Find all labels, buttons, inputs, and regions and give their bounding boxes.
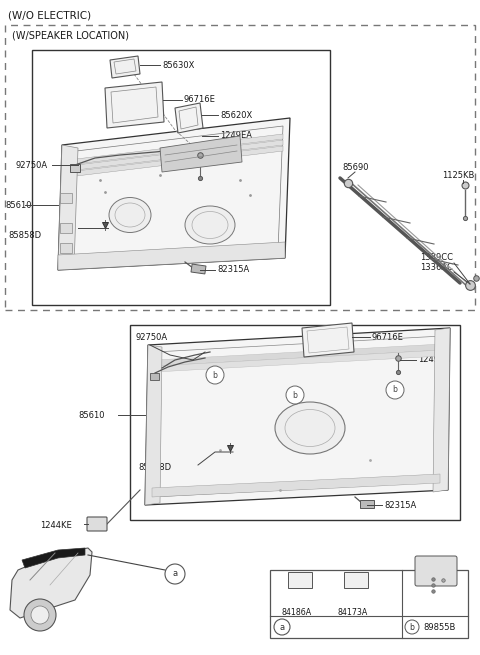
- Text: a: a: [172, 569, 178, 578]
- Text: 85610: 85610: [78, 411, 105, 419]
- Text: 96716E: 96716E: [372, 333, 404, 341]
- Polygon shape: [58, 118, 290, 270]
- Polygon shape: [302, 323, 354, 357]
- Circle shape: [405, 620, 419, 634]
- Text: b: b: [393, 386, 397, 394]
- Text: 85630X: 85630X: [162, 60, 194, 69]
- Bar: [32, 50, 330, 305]
- Text: 1339CC: 1339CC: [420, 253, 453, 263]
- Polygon shape: [433, 328, 450, 492]
- Text: 84173A: 84173A: [338, 608, 368, 617]
- Polygon shape: [155, 344, 442, 366]
- Bar: [191, 264, 206, 274]
- Bar: [150, 373, 159, 380]
- Polygon shape: [152, 474, 440, 497]
- Bar: [288, 572, 312, 588]
- Text: 82315A: 82315A: [217, 265, 249, 274]
- Polygon shape: [68, 134, 283, 165]
- Text: 1244KE: 1244KE: [40, 521, 72, 529]
- Polygon shape: [145, 345, 162, 505]
- Polygon shape: [10, 548, 92, 618]
- Text: 85858D: 85858D: [138, 464, 171, 472]
- Ellipse shape: [185, 206, 235, 244]
- Text: (W/O ELECTRIC): (W/O ELECTRIC): [8, 10, 91, 20]
- Polygon shape: [175, 103, 203, 133]
- Text: 84186A: 84186A: [282, 608, 312, 617]
- Text: 82315A: 82315A: [384, 500, 416, 510]
- Bar: [60, 193, 72, 203]
- Text: 96716E: 96716E: [184, 96, 216, 105]
- Text: 92750A: 92750A: [15, 160, 47, 170]
- Text: 1336AC: 1336AC: [420, 263, 453, 272]
- Text: 92750A: 92750A: [135, 333, 167, 343]
- Text: b: b: [213, 371, 217, 379]
- Polygon shape: [155, 350, 442, 372]
- Circle shape: [286, 386, 304, 404]
- Text: 1249EA: 1249EA: [418, 356, 450, 364]
- Circle shape: [31, 606, 49, 624]
- Bar: [270, 570, 468, 638]
- Text: (W/SPEAKER LOCATION): (W/SPEAKER LOCATION): [12, 30, 129, 40]
- Polygon shape: [58, 242, 285, 270]
- Ellipse shape: [109, 198, 151, 233]
- Polygon shape: [105, 82, 164, 128]
- Circle shape: [206, 366, 224, 384]
- Polygon shape: [58, 145, 78, 270]
- Text: 85610: 85610: [5, 200, 32, 210]
- Text: 85690: 85690: [342, 164, 369, 172]
- Text: 1125KB: 1125KB: [442, 170, 474, 179]
- Polygon shape: [110, 56, 140, 78]
- Circle shape: [274, 619, 290, 635]
- Polygon shape: [22, 548, 85, 568]
- FancyBboxPatch shape: [360, 500, 374, 508]
- Text: b: b: [293, 390, 298, 400]
- Text: 85858D: 85858D: [8, 231, 41, 240]
- Text: 89855B: 89855B: [423, 622, 456, 631]
- Bar: [5, 25, 475, 310]
- Bar: [130, 325, 460, 520]
- Ellipse shape: [275, 402, 345, 454]
- Circle shape: [165, 564, 185, 584]
- Bar: [60, 223, 72, 233]
- Text: a: a: [279, 622, 285, 631]
- FancyBboxPatch shape: [87, 517, 107, 531]
- Circle shape: [386, 381, 404, 399]
- Polygon shape: [145, 328, 450, 505]
- Bar: [344, 572, 368, 588]
- Bar: [60, 243, 72, 253]
- Bar: [70, 164, 80, 172]
- Polygon shape: [68, 140, 283, 171]
- FancyBboxPatch shape: [415, 556, 457, 586]
- Polygon shape: [160, 136, 242, 172]
- Text: 85620X: 85620X: [220, 111, 252, 119]
- Text: 1249EA: 1249EA: [220, 132, 252, 141]
- Circle shape: [24, 599, 56, 631]
- Text: b: b: [409, 622, 414, 631]
- Polygon shape: [68, 146, 283, 177]
